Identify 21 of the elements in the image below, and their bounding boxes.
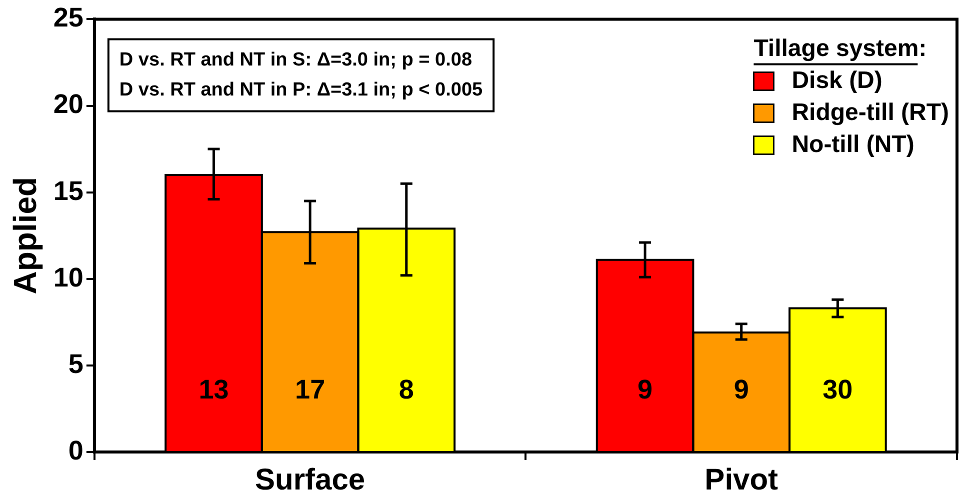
annotation: 30 — [822, 374, 853, 404]
annotation: 13 — [198, 374, 229, 404]
y-tick-label: 10 — [53, 262, 84, 292]
annotation: D vs. RT and NT in P: Δ=3.1 in; p < 0.005 — [119, 79, 484, 100]
legend-title: Tillage system: — [754, 34, 927, 62]
y-tick-label: 0 — [68, 435, 84, 466]
x-tick-label: Surface — [255, 463, 366, 496]
legend-label: No-till (NT) — [792, 130, 914, 158]
legend-label: Disk (D) — [792, 66, 882, 94]
legend-label: Ridge-till (RT) — [792, 98, 950, 126]
annotation: D vs. RT and NT in S: Δ=3.0 in; p = 0.08 — [119, 49, 472, 70]
annotation: 17 — [295, 374, 326, 404]
y-tick-label: 15 — [53, 176, 84, 206]
annotation: 8 — [398, 374, 414, 404]
y-axis-title: Applied — [7, 176, 44, 294]
annotation: 9 — [638, 374, 653, 404]
y-tick-label: 5 — [68, 348, 84, 379]
y-tick-label: 20 — [53, 89, 84, 120]
annotation: 9 — [734, 374, 749, 404]
x-tick-label: Pivot — [704, 463, 778, 496]
y-tick-label: 25 — [53, 2, 84, 33]
